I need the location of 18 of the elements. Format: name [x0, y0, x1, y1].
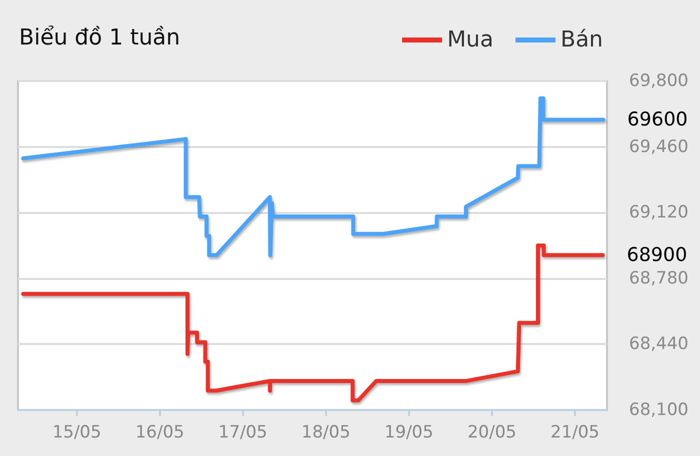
x-tick-label: 19/05: [384, 422, 434, 442]
y-tick-label: 68,100: [629, 400, 688, 420]
data-label: 69600: [627, 108, 688, 131]
data-label: 68900: [626, 244, 688, 266]
legend-label: Mua: [447, 28, 494, 52]
x-tick-label: 21/05: [550, 422, 600, 442]
y-tick-label: 68,780: [629, 268, 688, 288]
y-tick-label: 69,800: [629, 71, 688, 91]
x-tick-label: 18/05: [301, 422, 350, 442]
y-tick-label: 69,460: [629, 136, 688, 157]
x-tick-label: 15/05: [52, 422, 102, 442]
x-tick-label: 20/05: [467, 422, 516, 442]
x-tick-label: 16/05: [135, 422, 184, 442]
y-tick-label: 69,120: [629, 202, 688, 223]
x-tick-label: 17/05: [218, 422, 268, 442]
chart-title: Biểu đồ 1 tuần: [19, 26, 180, 50]
legend-label: Bán: [560, 28, 604, 52]
y-tick-label: 68,440: [629, 334, 688, 354]
